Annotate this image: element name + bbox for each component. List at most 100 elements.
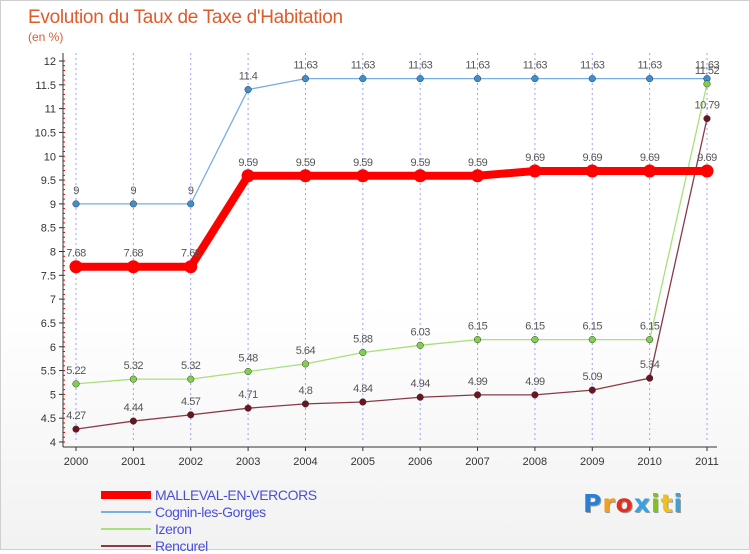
data-label: 11.63 — [580, 60, 605, 72]
chart-unit: (en %) — [28, 30, 64, 44]
data-label: 5.64 — [296, 345, 316, 357]
data-label: 10.79 — [694, 100, 719, 112]
data-point — [72, 200, 80, 208]
data-point — [700, 164, 714, 178]
legend-swatch — [101, 527, 151, 530]
data-label: 4.8 — [299, 385, 313, 397]
y-tick-label: 6 — [50, 342, 56, 354]
data-label: 4.94 — [410, 378, 430, 390]
data-label: 9 — [73, 185, 79, 197]
y-tick-label: 7 — [50, 294, 56, 306]
series-line — [76, 167, 707, 271]
data-label: 7.68 — [124, 248, 144, 260]
data-point — [187, 411, 195, 419]
data-label: 9.59 — [353, 157, 373, 169]
series-lines — [69, 75, 714, 433]
x-tick-label: 2003 — [236, 456, 260, 468]
grid-lines — [75, 53, 708, 442]
data-point — [129, 375, 137, 383]
x-tick-label: 2000 — [64, 456, 88, 468]
data-label: 9 — [131, 185, 137, 197]
data-point — [703, 80, 711, 88]
legend-swatch — [101, 510, 151, 513]
data-point — [531, 336, 539, 344]
series-line — [75, 83, 708, 385]
data-point — [531, 391, 539, 399]
legend-item-rencurel: Rencurel — [101, 537, 317, 554]
series-line — [75, 118, 708, 430]
data-point — [241, 169, 255, 183]
data-point — [588, 75, 596, 83]
data-point — [585, 164, 599, 178]
logo-letter: t — [660, 489, 674, 518]
data-label: 5.32 — [124, 360, 144, 372]
x-tick-label: 2007 — [465, 456, 489, 468]
x-tick-label: 2011 — [695, 456, 719, 468]
data-point — [187, 200, 195, 208]
data-label: 6.03 — [410, 326, 430, 338]
data-label: 6.15 — [468, 321, 488, 333]
y-tick-label: 8.5 — [41, 223, 56, 235]
data-point — [298, 169, 312, 183]
data-point — [643, 164, 657, 178]
data-point — [244, 367, 252, 376]
data-point — [473, 75, 482, 83]
data-label: 5.09 — [583, 371, 603, 383]
logo-letter: o — [615, 489, 634, 518]
data-point — [126, 260, 140, 274]
legend-label: Rencurel — [155, 537, 208, 554]
data-label: 11.63 — [465, 60, 490, 72]
data-point — [588, 336, 596, 344]
data-point — [356, 169, 370, 183]
data-point — [244, 86, 252, 94]
data-label: 5.88 — [353, 333, 373, 345]
data-point — [301, 360, 310, 368]
data-point — [416, 393, 424, 401]
data-label: 4.27 — [66, 410, 86, 422]
data-point — [72, 425, 80, 433]
data-point — [301, 400, 310, 408]
data-label: 4.71 — [238, 389, 258, 401]
legend-label: Cognin-les-Gorges — [155, 503, 266, 520]
logo-letter: i — [651, 489, 661, 518]
x-tick-label: 2009 — [580, 456, 604, 468]
data-point — [359, 348, 367, 357]
chart-title: Evolution du Taux de Taxe d'Habitation — [28, 7, 343, 28]
data-label: 5.32 — [181, 360, 201, 372]
data-labels: 7.68 7.68 7.68 9.59 9.59 9.59 9.59 9.59 9.69 9.69… — [66, 60, 720, 423]
data-label: 5.22 — [66, 365, 86, 377]
y-tick-label: 12 — [44, 56, 56, 68]
y-tick-label: 9 — [50, 199, 56, 211]
data-label: 9 — [188, 185, 194, 197]
data-label: 11.4 — [239, 71, 258, 83]
data-label: 9.69 — [697, 152, 717, 164]
data-label: 11.63 — [351, 60, 376, 72]
data-point — [588, 386, 596, 394]
y-tick-label: 5 — [50, 389, 56, 401]
data-label: 11.63 — [293, 60, 318, 72]
data-label: 11.63 — [523, 60, 548, 72]
x-tick-label: 2008 — [523, 456, 547, 468]
data-label: 6.15 — [640, 321, 660, 333]
data-label: 6.15 — [525, 321, 545, 333]
data-label: 5.34 — [640, 359, 660, 371]
y-tick-label: 10.5 — [35, 127, 56, 139]
logo-letter: i — [673, 489, 684, 518]
data-label: 9.69 — [583, 152, 603, 164]
legend-item-malleval: MALLEVAL-EN-VERCORS — [101, 486, 317, 503]
data-label: 6.15 — [583, 321, 603, 333]
x-tick-label: 2004 — [293, 456, 317, 468]
x-tick-label: 2006 — [408, 456, 432, 468]
legend-label: MALLEVAL-EN-VERCORS — [155, 486, 317, 503]
data-point — [646, 75, 654, 83]
legend-swatch — [101, 490, 151, 499]
data-label: 9.59 — [468, 157, 488, 169]
y-tick-label: 10 — [44, 151, 56, 163]
data-label: 7.68 — [181, 248, 201, 260]
legend-label: Izeron — [155, 520, 192, 537]
x-tick-label: 2002 — [178, 456, 202, 468]
logo-letter: P — [583, 489, 603, 518]
data-label: 9.59 — [238, 157, 258, 169]
logo-letter: x — [633, 489, 651, 518]
